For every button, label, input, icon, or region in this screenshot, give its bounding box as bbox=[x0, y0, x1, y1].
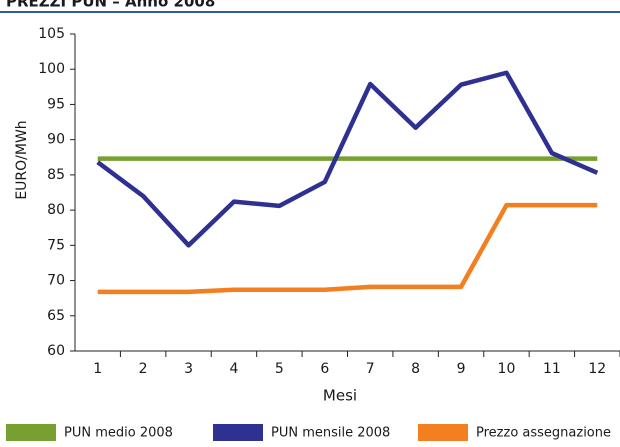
y-tick-label: 70 bbox=[47, 273, 65, 289]
legend-label: Prezzo assegnazione bbox=[476, 426, 611, 441]
x-tick-label: 12 bbox=[588, 361, 606, 377]
y-tick-label: 75 bbox=[47, 237, 65, 253]
legend-swatch bbox=[418, 424, 468, 441]
x-tick-label: 9 bbox=[457, 361, 466, 377]
legend-swatch bbox=[6, 424, 56, 441]
x-tick-label: 7 bbox=[366, 361, 375, 377]
y-tick-label: 60 bbox=[47, 343, 65, 359]
y-tick-label: 95 bbox=[47, 96, 65, 112]
line-series bbox=[97, 202, 598, 295]
y-axis-label: EURO/MWh bbox=[14, 120, 30, 199]
y-tick-label: 105 bbox=[38, 26, 65, 42]
x-tick-label: 10 bbox=[498, 361, 516, 377]
x-axis-label: Mesi bbox=[323, 387, 357, 405]
legend-label: PUN medio 2008 bbox=[64, 426, 173, 441]
y-tick-label: 80 bbox=[47, 202, 65, 218]
y-tick-label: 90 bbox=[47, 132, 65, 148]
line-series bbox=[96, 70, 599, 248]
chart-title: PREZZI PUN – Anno 2008 bbox=[6, 0, 215, 11]
x-tick-label: 6 bbox=[320, 361, 329, 377]
title-rule bbox=[0, 11, 620, 13]
legend-label: PUN mensile 2008 bbox=[271, 426, 390, 441]
x-tick-label: 2 bbox=[139, 361, 148, 377]
legend-swatch bbox=[213, 424, 263, 441]
x-tick-label: 11 bbox=[543, 361, 561, 377]
x-tick-label: 5 bbox=[275, 361, 284, 377]
y-tick-label: 100 bbox=[38, 61, 65, 77]
x-tick-label: 3 bbox=[184, 361, 193, 377]
y-tick-label: 85 bbox=[47, 167, 65, 183]
y-tick-label: 65 bbox=[47, 308, 65, 324]
x-tick-label: 1 bbox=[93, 361, 102, 377]
x-tick-label: 4 bbox=[229, 361, 238, 377]
x-tick-label: 8 bbox=[411, 361, 420, 377]
